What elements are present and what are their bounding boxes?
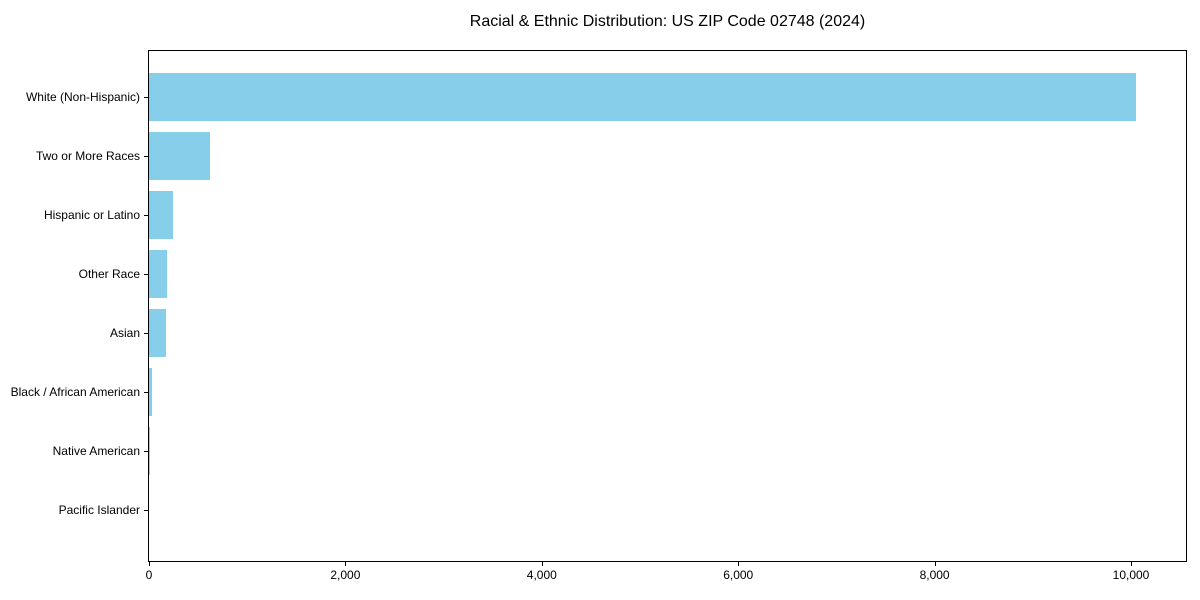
y-tick-label: Other Race	[78, 267, 140, 281]
y-tick-label: Two or More Races	[35, 149, 140, 163]
bar-two-or-more-races	[149, 132, 210, 180]
bar-other-race	[149, 250, 167, 298]
x-tick-mark	[345, 562, 347, 566]
y-tick-mark	[144, 510, 148, 511]
y-tick-mark	[144, 333, 148, 334]
y-tick-mark	[144, 274, 148, 275]
x-tick-label: 4,000	[526, 568, 557, 582]
x-tick-label: 8,000	[919, 568, 950, 582]
x-tick-label: 6,000	[723, 568, 754, 582]
y-tick-label: Hispanic or Latino	[43, 208, 140, 222]
y-tick-label: Black / African American	[10, 385, 140, 399]
x-tick-mark	[1131, 562, 1132, 566]
x-tick-mark	[149, 562, 150, 566]
x-tick-label: 10,000	[1112, 568, 1150, 582]
x-tick-mark	[541, 562, 543, 566]
y-tick-mark	[144, 451, 148, 452]
y-tick-label: Pacific Islander	[58, 503, 140, 517]
y-tick-label: Native American	[52, 444, 140, 458]
y-tick-mark	[144, 392, 148, 393]
y-tick-mark	[144, 156, 148, 157]
y-tick-mark	[144, 215, 148, 216]
bar-asian	[149, 309, 166, 357]
x-tick-label: 2,000	[330, 568, 361, 582]
y-tick-label: Asian	[109, 326, 140, 340]
y-tick-mark	[144, 97, 148, 98]
x-tick-mark	[738, 562, 740, 566]
bar-hispanic-or-latino	[149, 191, 173, 239]
plot-area	[148, 50, 1187, 562]
chart-title: Racial & Ethnic Distribution: US ZIP Cod…	[469, 13, 866, 30]
bar-white-non-hispanic	[149, 73, 1136, 121]
x-tick-label: 0	[145, 568, 153, 582]
x-tick-mark	[934, 562, 936, 566]
y-tick-label: White (Non-Hispanic)	[25, 90, 140, 104]
bar-black-african-american	[149, 368, 153, 416]
